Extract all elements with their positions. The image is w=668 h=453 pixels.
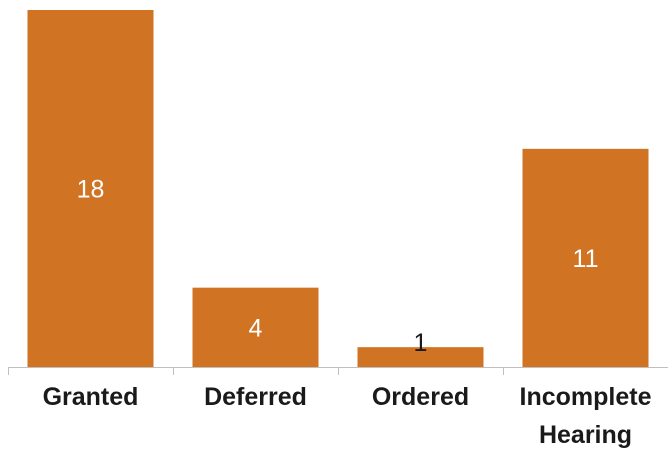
x-tick-label: Incomplete <box>520 383 652 411</box>
category-labels: Granted Deferred Ordered Incomplete Hearing <box>43 383 652 449</box>
bar <box>192 287 319 367</box>
data-label: 11 <box>573 245 599 273</box>
bar <box>522 148 649 367</box>
data-label: 18 <box>77 176 105 204</box>
x-tick-label: Deferred <box>204 383 307 411</box>
x-tick-label: Ordered <box>372 383 469 411</box>
x-axis <box>8 367 668 375</box>
data-label: 4 <box>249 314 263 342</box>
x-tick-label: Hearing <box>539 421 632 449</box>
bar <box>27 10 154 367</box>
bar <box>357 347 484 367</box>
data-label: 1 <box>414 329 428 357</box>
x-tick-label: Granted <box>43 383 139 411</box>
bars-group <box>27 10 649 367</box>
